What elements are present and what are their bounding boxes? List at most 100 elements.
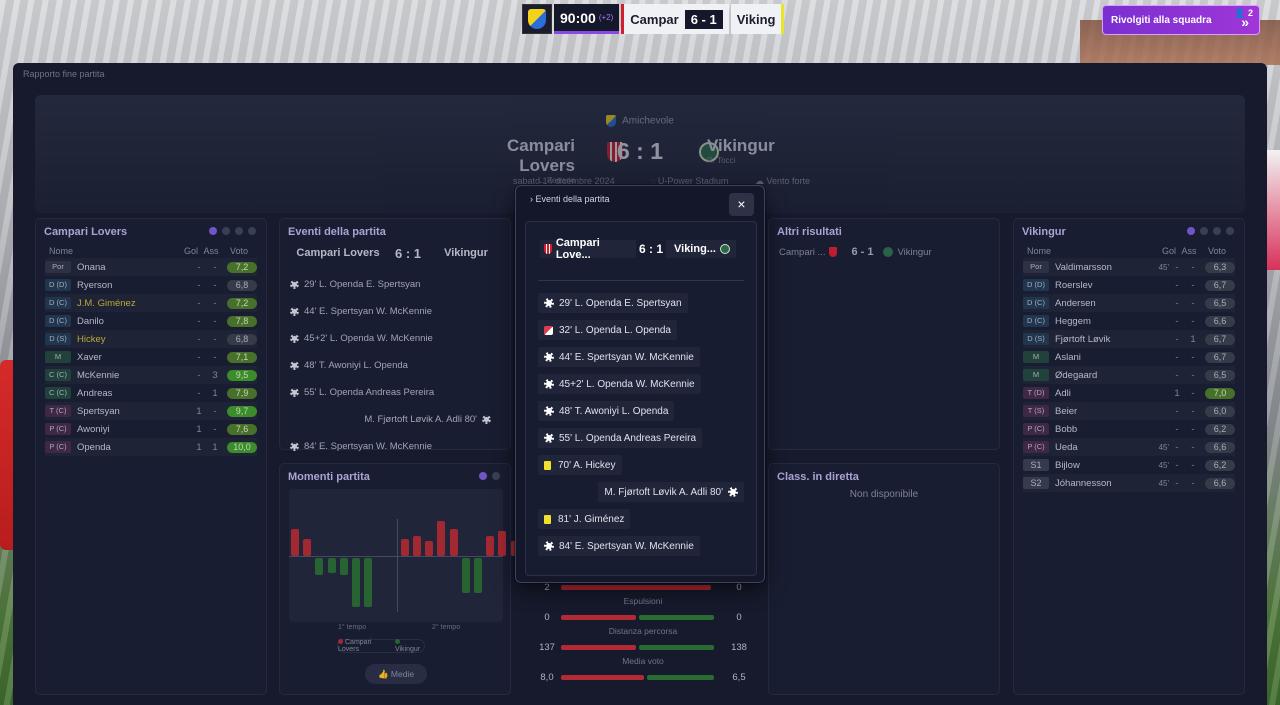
home-lineup-card: Campari Lovers Nome Gol Ass Voto Por Onan… bbox=[35, 218, 267, 695]
rating-badge: 7,1 bbox=[227, 351, 257, 363]
stats-panel: 2 0 Espulsioni 0 0 Distanza percorsa 137 138 Med… bbox=[523, 578, 767, 705]
stat-away-bar bbox=[639, 644, 714, 650]
player-row[interactable]: P (C) Awoniyi 1-7,6 bbox=[45, 420, 257, 438]
player-row[interactable]: C (C) McKennie -3 9,5 bbox=[45, 366, 257, 384]
modal-event[interactable]: 29' L. Openda E. Spertsyan bbox=[538, 293, 688, 313]
yellow-card-icon bbox=[544, 514, 551, 524]
home-momentum-bar bbox=[449, 528, 458, 556]
rating-badge: 6,0 bbox=[1205, 405, 1235, 417]
home-momentum-bar bbox=[425, 541, 434, 556]
ball-icon bbox=[544, 433, 554, 443]
away-lineup-title: Vikingur bbox=[1022, 226, 1066, 238]
away-momentum-bar bbox=[352, 558, 360, 608]
player-row[interactable]: D (S) Fjørtoft Løvik -1 6,7 bbox=[1023, 330, 1235, 348]
player-name: Andersen bbox=[1055, 297, 1096, 309]
stat-home-bar bbox=[561, 644, 636, 650]
other-result-row[interactable]: Campari ... 6 - 1 Vikingur bbox=[779, 246, 932, 258]
player-row[interactable]: D (C) Danilo - -7,8 bbox=[45, 312, 257, 330]
pager-dots[interactable] bbox=[479, 472, 500, 480]
competition-crest-icon bbox=[522, 4, 552, 34]
modal-event[interactable]: 81' J. Giménez bbox=[538, 509, 631, 529]
other-results-title: Altri risultati bbox=[777, 226, 842, 238]
home-momentum-bar bbox=[400, 538, 409, 556]
position-badge: T (S) bbox=[1023, 405, 1049, 417]
stat-away-value: 6,5 bbox=[732, 671, 746, 683]
player-name: Heggem bbox=[1055, 315, 1091, 327]
pager-dots[interactable] bbox=[209, 227, 256, 235]
player-name: Adli bbox=[1055, 387, 1071, 399]
player-row[interactable]: T (S) Beier - -6,0 bbox=[1023, 402, 1235, 420]
modal-event[interactable]: 32' L. Openda L. Openda bbox=[538, 320, 677, 340]
close-button[interactable]: × bbox=[729, 193, 754, 216]
player-row[interactable]: D (S) Hickey - -6,8 bbox=[45, 330, 257, 348]
stadium-name: ◌ U-Power Stadium bbox=[650, 176, 729, 186]
goals: - bbox=[1175, 279, 1179, 291]
rating-badge: 7,6 bbox=[227, 423, 257, 435]
player-row[interactable]: D (C) Andersen - -6,5 bbox=[1023, 294, 1235, 312]
player-name: Valdimarsson bbox=[1055, 261, 1112, 273]
modal-event[interactable]: M. Fjørtoft Løvik A. Adli 80' bbox=[598, 482, 744, 502]
player-row[interactable]: D (D) Ryerson - -6,8 bbox=[45, 276, 257, 294]
goals: - bbox=[197, 387, 201, 399]
assists: - bbox=[1191, 387, 1195, 399]
averages-button[interactable]: 👍 Medie bbox=[365, 664, 427, 684]
pager-dots[interactable] bbox=[1187, 227, 1234, 235]
modal-event[interactable]: 45+2' L. Openda W. McKennie bbox=[538, 374, 701, 394]
away-coach: R. Tocci bbox=[707, 156, 736, 165]
ball-icon bbox=[290, 280, 299, 289]
player-row[interactable]: P (C) Ueda 45' - -6,6 bbox=[1023, 438, 1235, 456]
player-row[interactable]: T (C) Spertsyan 1-9,7 bbox=[45, 402, 257, 420]
modal-event[interactable]: 84' E. Spertsyan W. McKennie bbox=[538, 536, 700, 556]
player-row[interactable]: C (C) Andreas -1 7,9 bbox=[45, 384, 257, 402]
position-badge: D (S) bbox=[1023, 333, 1049, 345]
player-name: J.M. Giménez bbox=[77, 297, 136, 309]
player-name: Openda bbox=[77, 441, 111, 453]
player-row[interactable]: P (C) Bobb - -6,2 bbox=[1023, 420, 1235, 438]
sub-time: 45' bbox=[1158, 460, 1169, 470]
ball-icon bbox=[544, 379, 554, 389]
position-badge: T (D) bbox=[1023, 387, 1049, 399]
modal-event[interactable]: 70' A. Hickey bbox=[538, 455, 622, 475]
player-row[interactable]: S2 Jóhannesson 45' - -6,6 bbox=[1023, 474, 1235, 492]
rating-badge: 7,2 bbox=[227, 297, 257, 309]
player-row[interactable]: D (C) J.M. Giménez - -7,2 bbox=[45, 294, 257, 312]
player-name: Bijlow bbox=[1055, 459, 1080, 471]
player-row[interactable]: T (D) Adli 1-7,0 bbox=[1023, 384, 1235, 402]
home-coach: L. Ferrario bbox=[538, 176, 575, 185]
rating-badge: 6,8 bbox=[227, 333, 257, 345]
event-item: M. Fjørtoft Løvik A. Adli 80' bbox=[290, 406, 496, 433]
away-team-name[interactable]: Vikingur bbox=[707, 136, 775, 155]
player-row[interactable]: M Aslani - -6,7 bbox=[1023, 348, 1235, 366]
double-chevron-icon: » bbox=[1241, 14, 1249, 30]
stat-home-value: 0 bbox=[544, 611, 550, 623]
contact-team-button[interactable]: Rivolgiti alla squadra 👤 2 » bbox=[1102, 5, 1260, 35]
player-row[interactable]: D (C) Heggem - -6,6 bbox=[1023, 312, 1235, 330]
scoreboard-score: 6 - 1 bbox=[684, 9, 723, 29]
player-row[interactable]: M Ødegaard - -6,5 bbox=[1023, 366, 1235, 384]
away-lineup-card: Vikingur Nome Gol Ass Voto Por Valdimarss… bbox=[1013, 218, 1245, 695]
modal-event[interactable]: 48' T. Awoniyi L. Openda bbox=[538, 401, 675, 421]
player-row[interactable]: M Xaver - -7,1 bbox=[45, 348, 257, 366]
modal-event[interactable]: 44' E. Spertsyan W. McKennie bbox=[538, 347, 700, 367]
match-clock: 90:00 (+2) bbox=[554, 4, 620, 34]
rating-badge: 6,5 bbox=[1205, 297, 1235, 309]
assists: 1 bbox=[1190, 333, 1196, 345]
rating-badge: 6,7 bbox=[1205, 333, 1235, 345]
player-name: Spertsyan bbox=[77, 405, 120, 417]
home-team-name[interactable]: Campari Lovers bbox=[506, 136, 575, 175]
player-row[interactable]: D (D) Roerslev - -6,7 bbox=[1023, 276, 1235, 294]
player-row[interactable]: P (C) Openda 1 1 10,0 bbox=[45, 438, 257, 456]
assists: - bbox=[1191, 423, 1195, 435]
goals: - bbox=[1175, 441, 1179, 453]
player-row[interactable]: Por Onana - -7,2 bbox=[45, 258, 257, 276]
player-row[interactable]: Por Valdimarsson 45' - -6,3 bbox=[1023, 258, 1235, 276]
away-lineup-table: Nome Gol Ass Voto Por Valdimarsson 45' - -6,… bbox=[1023, 244, 1235, 492]
live-table-title: Class. in diretta bbox=[777, 471, 859, 483]
player-name: Beier bbox=[1055, 405, 1078, 417]
match-date: sabato 14 dicembre 2024 bbox=[513, 176, 615, 186]
events-list[interactable]: 29' L. Openda E. Spertsyan 44' E. Spertsy… bbox=[290, 271, 496, 460]
goals: - bbox=[197, 351, 201, 363]
player-row[interactable]: S1 Bijlow 45' - -6,2 bbox=[1023, 456, 1235, 474]
modal-event[interactable]: 55' L. Openda Andreas Pereira bbox=[538, 428, 703, 448]
position-badge: D (S) bbox=[45, 333, 71, 345]
